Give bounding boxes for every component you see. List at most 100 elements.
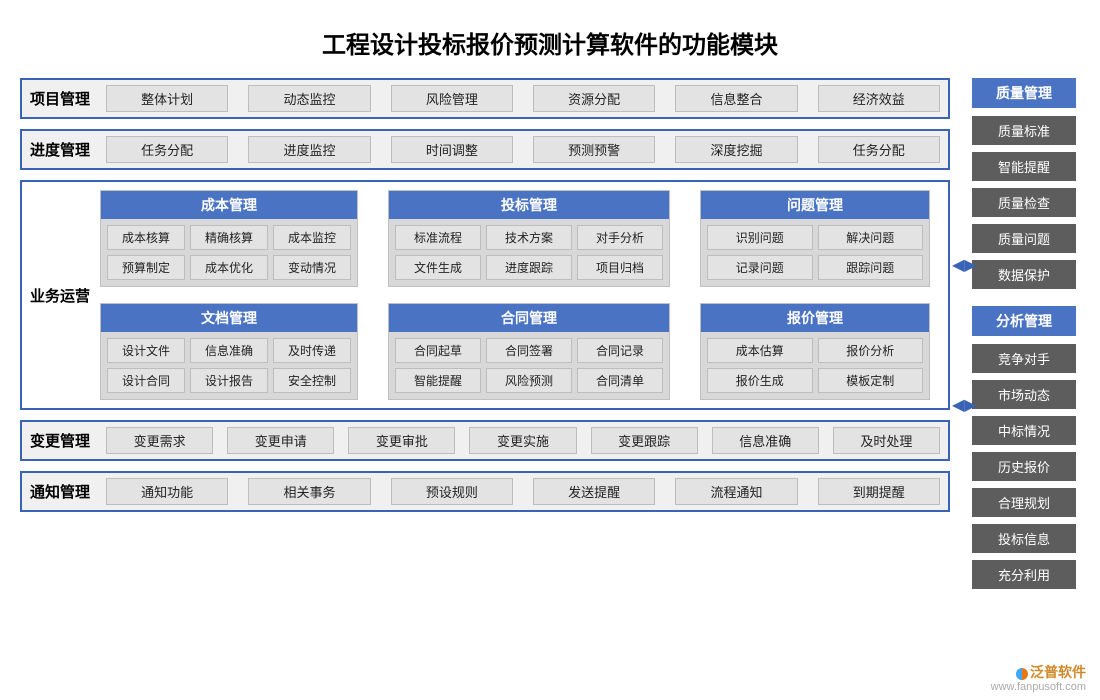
- card-body: 设计文件 信息准确 及时传递 设计合同 设计报告 安全控制: [101, 332, 357, 399]
- pill: 信息准确: [712, 427, 819, 454]
- chip: 安全控制: [273, 368, 351, 393]
- card-head: 成本管理: [101, 191, 357, 219]
- side-item: 历史报价: [972, 452, 1076, 481]
- pill: 进度监控: [248, 136, 370, 163]
- chip: 成本优化: [190, 255, 268, 280]
- pill: 通知功能: [106, 478, 228, 505]
- chip: 变动情况: [273, 255, 351, 280]
- card-doc: 文档管理 设计文件 信息准确 及时传递 设计合同 设计报告 安全控制: [100, 303, 358, 400]
- side-item: 质量问题: [972, 224, 1076, 253]
- chip: 信息准确: [190, 338, 268, 363]
- connector-arrow-icon: ◀▶: [952, 258, 977, 274]
- chip: 智能提醒: [395, 368, 481, 393]
- chip: 项目归档: [577, 255, 663, 280]
- row-items: 任务分配 进度监控 时间调整 预测预警 深度挖掘 任务分配: [106, 136, 940, 163]
- pill: 发送提醒: [533, 478, 655, 505]
- chip: 解决问题: [818, 225, 924, 250]
- chip: 记录问题: [707, 255, 813, 280]
- side-item: 市场动态: [972, 380, 1076, 409]
- page-title: 工程设计投标报价预测计算软件的功能模块: [20, 25, 1080, 60]
- pill: 预设规则: [391, 478, 513, 505]
- watermark: 泛普软件 www.fanpusoft.com: [991, 664, 1086, 694]
- operations-block: 业务运营 成本管理 成本核算 精确核算 成本监控 预算制定 成本优化 变动情况 …: [20, 180, 950, 410]
- chip: 识别问题: [707, 225, 813, 250]
- pill: 深度挖掘: [675, 136, 797, 163]
- card-contract: 合同管理 合同起草 合同签署 合同记录 智能提醒 风险预测 合同清单: [388, 303, 670, 400]
- brand-name: 泛普软件: [1030, 664, 1086, 680]
- pill: 整体计划: [106, 85, 228, 112]
- chip: 及时传递: [273, 338, 351, 363]
- side-head: 质量管理: [972, 78, 1076, 108]
- chip: 风险预测: [486, 368, 572, 393]
- side-analysis: ◀▶ 分析管理 竞争对手 市场动态 中标情况 历史报价 合理规划 投标信息 充分…: [972, 306, 1076, 596]
- pill: 变更需求: [106, 427, 213, 454]
- main-column: 项目管理 整体计划 动态监控 风险管理 资源分配 信息整合 经济效益 进度管理 …: [20, 78, 950, 596]
- row-project-mgmt: 项目管理 整体计划 动态监控 风险管理 资源分配 信息整合 经济效益: [20, 78, 950, 119]
- chip: 设计文件: [107, 338, 185, 363]
- pill: 经济效益: [818, 85, 940, 112]
- chip: 技术方案: [486, 225, 572, 250]
- layout: 项目管理 整体计划 动态监控 风险管理 资源分配 信息整合 经济效益 进度管理 …: [20, 78, 1080, 596]
- pill: 信息整合: [675, 85, 797, 112]
- chip: 合同记录: [577, 338, 663, 363]
- card-quote: 报价管理 成本估算 报价分析 报价生成 模板定制: [700, 303, 930, 400]
- side-quality: ◀▶ 质量管理 质量标准 智能提醒 质量检查 质量问题 数据保护: [972, 78, 1076, 296]
- side-item: 合理规划: [972, 488, 1076, 517]
- chip: 精确核算: [190, 225, 268, 250]
- card-head: 投标管理: [389, 191, 669, 219]
- chip: 对手分析: [577, 225, 663, 250]
- side-item: 质量检查: [972, 188, 1076, 217]
- brand-url: www.fanpusoft.com: [991, 681, 1086, 693]
- chip: 成本监控: [273, 225, 351, 250]
- card-body: 识别问题 解决问题 记录问题 跟踪问题: [701, 219, 929, 286]
- row-notify-mgmt: 通知管理 通知功能 相关事务 预设规则 发送提醒 流程通知 到期提醒: [20, 471, 950, 512]
- card-bid: 投标管理 标准流程 技术方案 对手分析 文件生成 进度跟踪 项目归档: [388, 190, 670, 287]
- chip: 合同清单: [577, 368, 663, 393]
- side-column: ◀▶ 质量管理 质量标准 智能提醒 质量检查 质量问题 数据保护 ◀▶ 分析管理…: [972, 78, 1076, 596]
- card-head: 问题管理: [701, 191, 929, 219]
- pill: 预测预警: [533, 136, 655, 163]
- chip: 合同起草: [395, 338, 481, 363]
- row-items: 通知功能 相关事务 预设规则 发送提醒 流程通知 到期提醒: [106, 478, 940, 505]
- pill: 流程通知: [675, 478, 797, 505]
- row-progress-mgmt: 进度管理 任务分配 进度监控 时间调整 预测预警 深度挖掘 任务分配: [20, 129, 950, 170]
- card-head: 报价管理: [701, 304, 929, 332]
- chip: 跟踪问题: [818, 255, 924, 280]
- row-label: 通知管理: [30, 481, 100, 502]
- chip: 模板定制: [818, 368, 924, 393]
- side-item: 投标信息: [972, 524, 1076, 553]
- card-cost: 成本管理 成本核算 精确核算 成本监控 预算制定 成本优化 变动情况: [100, 190, 358, 287]
- row-label: 项目管理: [30, 88, 100, 109]
- chip: 设计报告: [190, 368, 268, 393]
- row-change-mgmt: 变更管理 变更需求 变更申请 变更审批 变更实施 变更跟踪 信息准确 及时处理: [20, 420, 950, 461]
- pill: 任务分配: [818, 136, 940, 163]
- chip: 成本核算: [107, 225, 185, 250]
- row-label: 进度管理: [30, 139, 100, 160]
- row-label: 变更管理: [30, 430, 100, 451]
- chip: 合同签署: [486, 338, 572, 363]
- chip: 预算制定: [107, 255, 185, 280]
- chip: 文件生成: [395, 255, 481, 280]
- side-item: 智能提醒: [972, 152, 1076, 181]
- card-head: 文档管理: [101, 304, 357, 332]
- pill: 相关事务: [248, 478, 370, 505]
- pill: 及时处理: [833, 427, 940, 454]
- row-items: 变更需求 变更申请 变更审批 变更实施 变更跟踪 信息准确 及时处理: [106, 427, 940, 454]
- card-issue: 问题管理 识别问题 解决问题 记录问题 跟踪问题: [700, 190, 930, 287]
- connector-arrow-icon: ◀▶: [952, 398, 977, 414]
- chip: 报价分析: [818, 338, 924, 363]
- card-head: 合同管理: [389, 304, 669, 332]
- row-items: 整体计划 动态监控 风险管理 资源分配 信息整合 经济效益: [106, 85, 940, 112]
- card-body: 合同起草 合同签署 合同记录 智能提醒 风险预测 合同清单: [389, 332, 669, 399]
- logo-icon: [1016, 668, 1028, 680]
- side-item: 竞争对手: [972, 344, 1076, 373]
- side-item: 充分利用: [972, 560, 1076, 589]
- operations-label: 业务运营: [30, 285, 100, 306]
- pill: 时间调整: [391, 136, 513, 163]
- pill: 资源分配: [533, 85, 655, 112]
- chip: 成本估算: [707, 338, 813, 363]
- card-body: 成本估算 报价分析 报价生成 模板定制: [701, 332, 929, 399]
- card-body: 标准流程 技术方案 对手分析 文件生成 进度跟踪 项目归档: [389, 219, 669, 286]
- pill: 变更实施: [469, 427, 576, 454]
- side-head: 分析管理: [972, 306, 1076, 336]
